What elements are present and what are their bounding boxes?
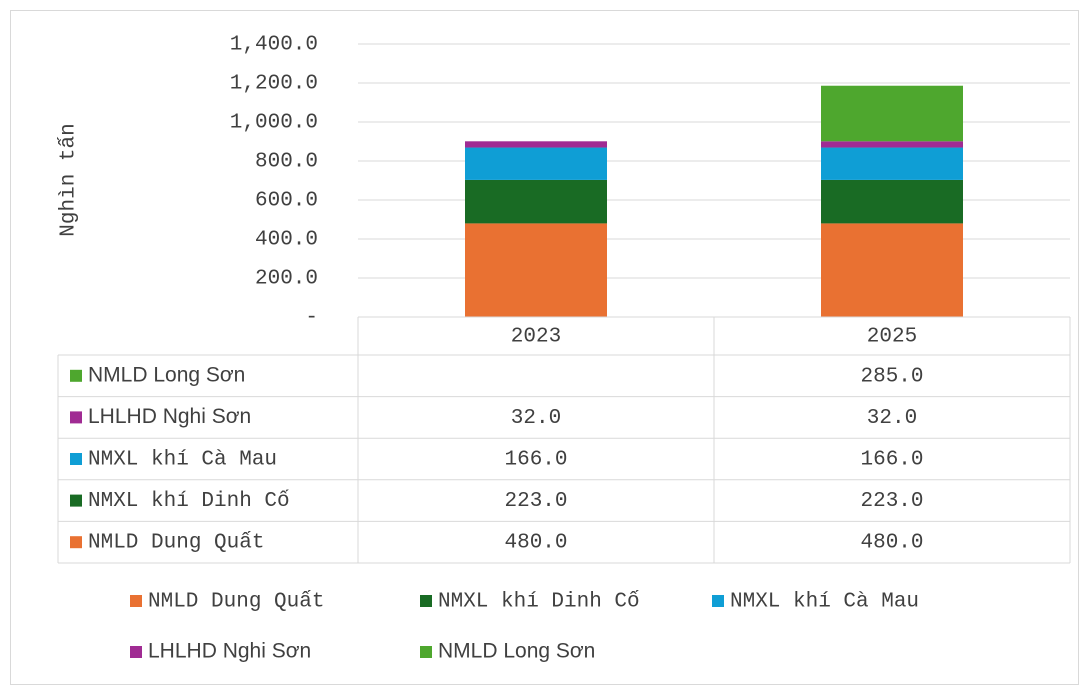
table-value: 223.0 bbox=[504, 490, 567, 513]
table-value: 480.0 bbox=[504, 532, 567, 555]
table-legend-key bbox=[70, 536, 82, 549]
x-tick-label: 2025 bbox=[867, 326, 917, 349]
bar-segment bbox=[821, 141, 963, 148]
y-tick-label: 1,000.0 bbox=[230, 112, 318, 135]
legend-label: NMXL khí Cà Mau bbox=[730, 591, 919, 614]
y-tick-label: 600.0 bbox=[255, 190, 318, 213]
table-value: 166.0 bbox=[860, 449, 923, 472]
y-tick-label: 1,200.0 bbox=[230, 73, 318, 96]
table-value: 480.0 bbox=[860, 532, 923, 555]
legend-label: NMLD Dung Quất bbox=[148, 591, 324, 614]
y-axis-label: Nghìn tấn bbox=[58, 123, 81, 236]
bar-segment bbox=[465, 141, 607, 148]
table-legend-key bbox=[70, 453, 82, 465]
bar-segment bbox=[821, 85, 963, 142]
bar-segment bbox=[465, 179, 607, 224]
table-row-label: NMXL khí Dinh Cố bbox=[88, 490, 290, 513]
legend-key bbox=[420, 595, 432, 607]
y-tick-label: 200.0 bbox=[255, 268, 318, 291]
y-tick-label: 800.0 bbox=[255, 151, 318, 174]
bar-segment bbox=[821, 223, 963, 317]
table-value: 32.0 bbox=[511, 407, 561, 430]
table-legend-key bbox=[70, 369, 82, 382]
table-legend-key bbox=[70, 411, 82, 424]
table-row-label: NMXL khí Cà Mau bbox=[88, 449, 277, 472]
y-tick-label: - bbox=[305, 307, 318, 330]
table-value: 166.0 bbox=[504, 449, 567, 472]
x-tick-label: 2023 bbox=[511, 326, 561, 349]
table-value: 285.0 bbox=[860, 365, 923, 388]
legend-key bbox=[420, 646, 432, 658]
legend-key bbox=[712, 595, 724, 607]
table-row-label: LHLHD Nghi Sơn bbox=[88, 405, 251, 428]
bar-segment bbox=[821, 179, 963, 224]
legend-key bbox=[130, 646, 142, 658]
y-tick-label: 1,400.0 bbox=[230, 34, 318, 57]
bar-segment bbox=[465, 147, 607, 180]
legend-label: NMLD Long Sơn bbox=[438, 640, 595, 663]
table-value: 223.0 bbox=[860, 490, 923, 513]
y-tick-label: 400.0 bbox=[255, 229, 318, 252]
bar-segment bbox=[821, 147, 963, 180]
table-legend-key bbox=[70, 494, 82, 507]
legend-key bbox=[130, 595, 142, 607]
legend-label: LHLHD Nghi Sơn bbox=[148, 640, 311, 663]
table-row-label: NMLD Dung Quất bbox=[88, 532, 264, 555]
bar-segment bbox=[465, 223, 607, 317]
legend-label: NMXL khí Dinh Cố bbox=[438, 591, 640, 614]
table-value: 32.0 bbox=[867, 407, 917, 430]
table-row-label: NMLD Long Sơn bbox=[88, 363, 245, 386]
